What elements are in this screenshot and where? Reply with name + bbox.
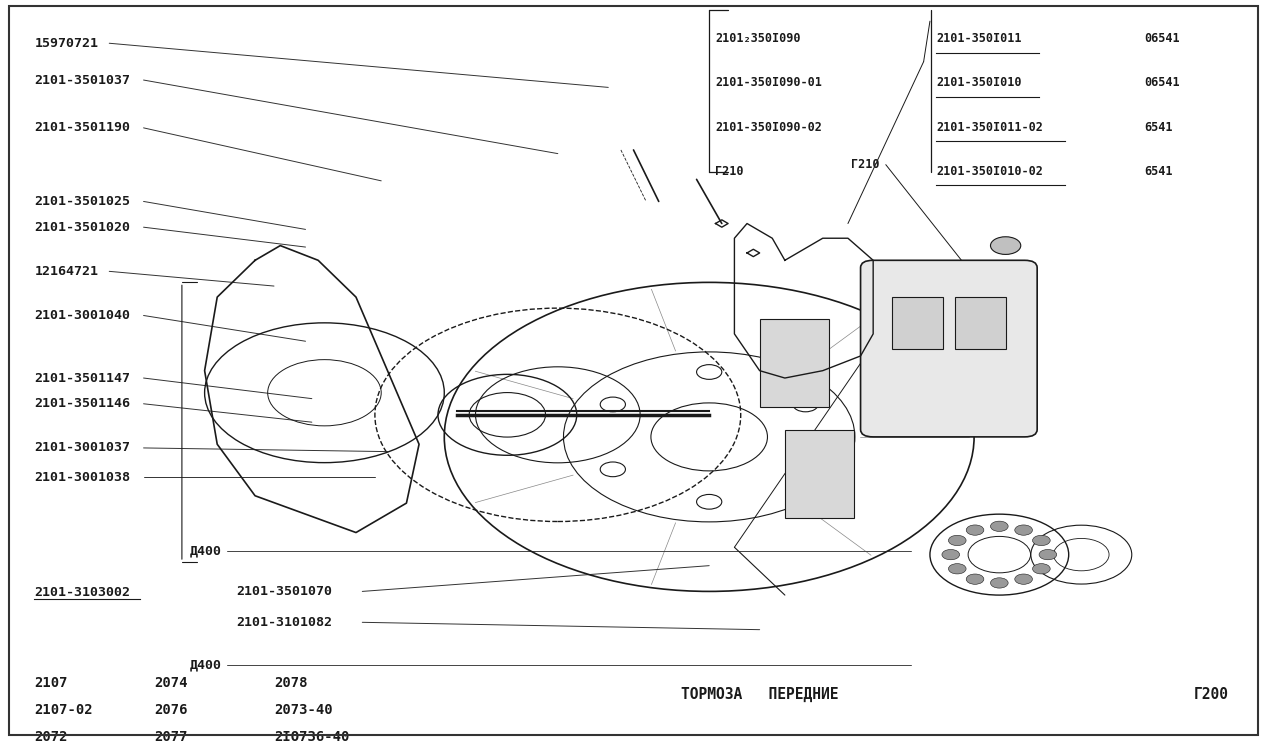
Text: 2101-3501190: 2101-3501190 (34, 121, 131, 134)
Text: 6541: 6541 (1144, 165, 1173, 178)
Text: 2101-350I010: 2101-350I010 (936, 76, 1021, 89)
Circle shape (991, 577, 1009, 588)
Text: 2101-3501147: 2101-3501147 (34, 372, 131, 384)
Text: 2077: 2077 (155, 730, 188, 745)
Text: 06541: 06541 (1144, 32, 1180, 45)
Bar (955, 297, 1006, 348)
Circle shape (949, 536, 967, 545)
Circle shape (1015, 525, 1033, 536)
FancyBboxPatch shape (860, 261, 1038, 437)
Text: 6541: 6541 (1144, 121, 1173, 133)
Circle shape (991, 237, 1021, 255)
Text: Д400: Д400 (190, 658, 222, 672)
Bar (760, 319, 829, 407)
Text: 2101-3501070: 2101-3501070 (236, 585, 332, 598)
Text: 2101-3501037: 2101-3501037 (34, 73, 131, 87)
Bar (892, 297, 943, 348)
Text: 2074: 2074 (155, 676, 188, 690)
Text: 2101₂350I090: 2101₂350I090 (716, 32, 801, 45)
Bar (784, 429, 854, 518)
Text: 2101-350I090-01: 2101-350I090-01 (716, 76, 822, 89)
Text: 2072: 2072 (34, 730, 68, 745)
Text: 2076: 2076 (155, 703, 188, 718)
Text: Д400: Д400 (190, 545, 222, 557)
Text: 2073-40: 2073-40 (274, 703, 333, 718)
Circle shape (1033, 536, 1050, 545)
Text: 2101-3001038: 2101-3001038 (34, 471, 131, 484)
Text: 2101-350I010-02: 2101-350I010-02 (936, 165, 1043, 178)
Text: Г210: Г210 (716, 165, 744, 178)
Circle shape (991, 521, 1009, 532)
Text: 2101-3101082: 2101-3101082 (236, 616, 332, 629)
Text: 2IO736-40: 2IO736-40 (274, 730, 350, 745)
Circle shape (1039, 550, 1057, 560)
Text: 2101-3501025: 2101-3501025 (34, 195, 131, 208)
Text: 2101-3001040: 2101-3001040 (34, 309, 131, 322)
Text: 2107: 2107 (34, 676, 68, 690)
Text: 2101-350I011: 2101-350I011 (936, 32, 1021, 45)
Circle shape (967, 525, 984, 536)
Circle shape (949, 564, 967, 574)
Circle shape (1033, 564, 1050, 574)
Text: 06541: 06541 (1144, 76, 1180, 89)
Circle shape (1015, 574, 1033, 584)
Text: 12164721: 12164721 (34, 265, 99, 278)
Text: 2101-3001037: 2101-3001037 (34, 441, 131, 455)
Text: 2078: 2078 (274, 676, 308, 690)
Text: 2101-3501146: 2101-3501146 (34, 397, 131, 410)
Text: ТОРМОЗА   ПЕРЕДНИЕ: ТОРМОЗА ПЕРЕДНИЕ (680, 687, 839, 702)
Text: 2101-350I011-02: 2101-350I011-02 (936, 121, 1043, 133)
Text: 2101-350I090-02: 2101-350I090-02 (716, 121, 822, 133)
Circle shape (941, 550, 959, 560)
Text: 2107-02: 2107-02 (34, 703, 92, 718)
Text: 15970721: 15970721 (34, 37, 99, 49)
Text: 2101-3501020: 2101-3501020 (34, 221, 131, 234)
Text: 2101-3103002: 2101-3103002 (34, 586, 131, 599)
Circle shape (967, 574, 984, 584)
Text: Г200: Г200 (1194, 687, 1229, 702)
Text: Г210: Г210 (851, 158, 879, 172)
